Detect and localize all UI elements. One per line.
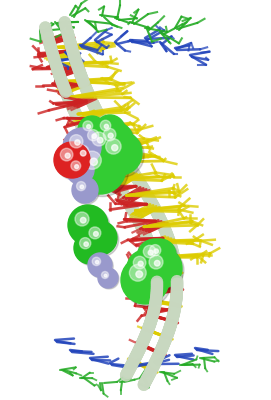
Circle shape <box>98 131 142 175</box>
Circle shape <box>84 242 88 246</box>
Circle shape <box>66 156 94 184</box>
Circle shape <box>89 254 113 278</box>
Circle shape <box>75 140 80 145</box>
Circle shape <box>104 274 107 277</box>
Circle shape <box>129 264 146 281</box>
Circle shape <box>121 256 169 304</box>
Circle shape <box>92 132 106 146</box>
Circle shape <box>75 165 79 169</box>
Circle shape <box>76 234 108 266</box>
Circle shape <box>63 128 101 166</box>
Circle shape <box>80 218 86 223</box>
Circle shape <box>146 241 178 273</box>
Circle shape <box>143 245 156 258</box>
Circle shape <box>72 177 98 203</box>
Circle shape <box>85 125 125 165</box>
Circle shape <box>144 239 176 271</box>
Circle shape <box>88 130 99 141</box>
Circle shape <box>129 252 165 288</box>
Circle shape <box>76 182 86 191</box>
Circle shape <box>70 207 110 247</box>
Circle shape <box>103 128 116 141</box>
Circle shape <box>67 157 95 186</box>
Circle shape <box>102 272 108 278</box>
Circle shape <box>97 137 103 143</box>
Circle shape <box>70 135 83 148</box>
Circle shape <box>80 150 86 156</box>
Circle shape <box>68 138 108 178</box>
Circle shape <box>100 133 144 177</box>
Circle shape <box>100 120 111 131</box>
Circle shape <box>83 126 116 158</box>
Circle shape <box>127 250 163 286</box>
Circle shape <box>83 221 117 255</box>
Circle shape <box>123 258 171 306</box>
Circle shape <box>79 118 107 145</box>
Circle shape <box>99 269 119 289</box>
Circle shape <box>73 178 99 204</box>
Circle shape <box>75 145 89 159</box>
Circle shape <box>133 256 146 269</box>
Circle shape <box>92 134 96 138</box>
Circle shape <box>80 238 91 249</box>
Circle shape <box>80 185 84 189</box>
Circle shape <box>95 260 99 264</box>
Circle shape <box>56 144 92 180</box>
Circle shape <box>138 261 143 266</box>
Circle shape <box>83 121 93 131</box>
Circle shape <box>154 249 159 254</box>
Circle shape <box>95 115 125 145</box>
Circle shape <box>97 122 133 158</box>
Circle shape <box>78 116 106 144</box>
Circle shape <box>71 161 81 171</box>
Circle shape <box>137 239 173 275</box>
Circle shape <box>142 248 182 288</box>
Circle shape <box>99 124 135 160</box>
Circle shape <box>65 130 103 168</box>
Circle shape <box>89 227 101 239</box>
Circle shape <box>75 212 89 226</box>
Circle shape <box>87 125 91 128</box>
Circle shape <box>82 124 114 156</box>
Circle shape <box>77 144 129 197</box>
Circle shape <box>88 253 112 277</box>
Circle shape <box>98 268 118 288</box>
Circle shape <box>85 223 119 257</box>
Circle shape <box>65 153 70 158</box>
Circle shape <box>96 116 127 146</box>
Circle shape <box>92 257 101 266</box>
Circle shape <box>112 145 118 151</box>
Circle shape <box>104 124 108 128</box>
Circle shape <box>144 250 184 290</box>
Circle shape <box>68 205 108 245</box>
Circle shape <box>154 260 160 266</box>
Circle shape <box>139 241 175 277</box>
Circle shape <box>83 151 101 169</box>
Circle shape <box>87 127 127 167</box>
Circle shape <box>149 255 163 269</box>
Circle shape <box>74 232 106 264</box>
Circle shape <box>148 250 153 255</box>
Circle shape <box>90 158 97 166</box>
Circle shape <box>93 232 98 236</box>
Circle shape <box>54 142 90 178</box>
Circle shape <box>150 244 161 256</box>
Circle shape <box>70 140 110 180</box>
Circle shape <box>106 139 121 154</box>
Circle shape <box>136 271 143 278</box>
Circle shape <box>60 148 73 161</box>
Circle shape <box>108 133 113 138</box>
Circle shape <box>74 142 126 194</box>
